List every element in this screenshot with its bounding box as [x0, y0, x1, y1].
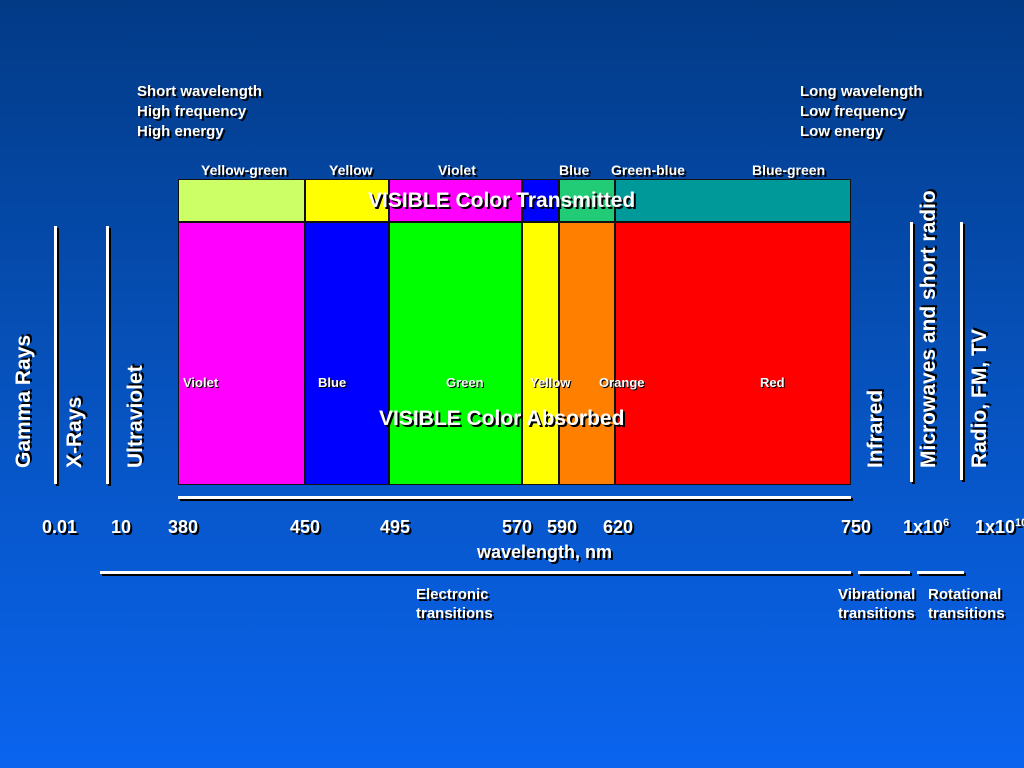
xray-divider-line: [106, 226, 109, 484]
absorbed-title: VISIBLE Color Absorbed: [379, 407, 625, 430]
wavelength-axis-label: wavelength, nm: [477, 542, 613, 562]
absorbed-label-orange: Orange: [599, 375, 645, 390]
tick-1x10-10: 1x1010: [975, 517, 1024, 538]
rotational-transitions-label: Rotational transitions: [928, 585, 1005, 623]
transmitted-title: VISIBLE Color Transmitted: [368, 189, 636, 212]
tick-0-01: 0.01: [42, 517, 78, 537]
x-rays-label: X-Rays: [63, 396, 86, 468]
absorbed-band-blue: [305, 222, 389, 485]
transmitted-label-yellow: Yellow: [329, 162, 373, 178]
tick-380: 380: [168, 517, 199, 537]
vibrational-transitions-line: [858, 571, 910, 574]
absorbed-band-orange: [559, 222, 615, 485]
gamma-divider-line: [54, 226, 57, 484]
absorbed-label-yellow: Yellow: [530, 375, 571, 390]
electronic-transitions-line-1: Electronic: [416, 586, 489, 603]
transmitted-band-blue-green: [615, 179, 851, 222]
vibrational-transitions-label: Vibrational transitions: [838, 585, 915, 623]
transmitted-label-violet: Violet: [438, 162, 476, 178]
rotational-transitions-line: [917, 571, 964, 574]
transmitted-band-violet: [389, 179, 522, 222]
absorbed-label-green: Green: [446, 375, 484, 390]
tick-1x10-6-exp: 6: [943, 517, 950, 529]
tick-590: 590: [547, 517, 578, 537]
transmitted-label-blue: Blue: [559, 162, 590, 178]
tick-1x10-10-exp: 10: [1015, 517, 1024, 529]
tick-450: 450: [290, 517, 321, 537]
radio-label: Radio, FM, TV: [968, 329, 991, 468]
gamma-rays-label: Gamma Rays: [12, 334, 35, 468]
vibrational-transitions-line-2: transitions: [838, 605, 915, 622]
tick-495: 495: [380, 517, 411, 537]
absorbed-label-red: Red: [760, 375, 785, 390]
short-wavelength-block: Short wavelength High frequency High ene…: [137, 82, 262, 142]
tick-570: 570: [502, 517, 533, 537]
visible-axis-line: [178, 496, 851, 499]
infrared-divider-line: [910, 222, 913, 482]
transmitted-label-yellow-green: Yellow-green: [201, 162, 288, 178]
transmitted-band-green-blue: [559, 179, 615, 222]
electronic-transitions-line-2: transitions: [416, 605, 493, 622]
absorbed-band-yellow: [522, 222, 559, 485]
transmitted-label-green-blue: Green-blue: [611, 162, 685, 178]
tick-1x10-10-base: 1x10: [975, 517, 1016, 537]
short-wavelength-line-2: High frequency: [137, 103, 247, 120]
rotational-transitions-line-2: transitions: [928, 605, 1005, 622]
long-wavelength-block: Long wavelength Low frequency Low energy: [800, 82, 923, 142]
transmitted-band-yellow-green: [178, 179, 305, 222]
transmitted-band-yellow: [305, 179, 389, 222]
vibrational-transitions-line-1: Vibrational: [838, 586, 916, 603]
long-wavelength-line-3: Low energy: [800, 123, 884, 140]
absorbed-label-violet: Violet: [183, 375, 219, 390]
tick-620: 620: [603, 517, 634, 537]
ultraviolet-label: Ultraviolet: [124, 365, 147, 468]
absorbed-band-green: [389, 222, 522, 485]
short-wavelength-line-1: Short wavelength: [137, 83, 263, 100]
short-wavelength-line-3: High energy: [137, 123, 224, 140]
electronic-transitions-line: [100, 571, 851, 574]
transmitted-label-blue-green: Blue-green: [752, 162, 826, 178]
tick-1x10-6-base: 1x10: [903, 517, 944, 537]
tick-10: 10: [111, 517, 132, 537]
electronic-transitions-label: Electronic transitions: [416, 585, 493, 623]
transmitted-band-blue: [522, 179, 559, 222]
rotational-transitions-line-1: Rotational: [928, 586, 1002, 603]
absorbed-band-red: [615, 222, 851, 485]
microwaves-label: Microwaves and short radio: [917, 190, 940, 468]
long-wavelength-line-1: Long wavelength: [800, 83, 923, 100]
microwave-divider-line: [960, 222, 963, 480]
tick-750: 750: [841, 517, 872, 537]
absorbed-label-blue: Blue: [318, 375, 347, 390]
tick-1x10-6: 1x106: [903, 517, 949, 538]
long-wavelength-line-2: Low frequency: [800, 103, 906, 120]
absorbed-band-violet: [178, 222, 305, 485]
infrared-label: Infrared: [864, 389, 887, 468]
